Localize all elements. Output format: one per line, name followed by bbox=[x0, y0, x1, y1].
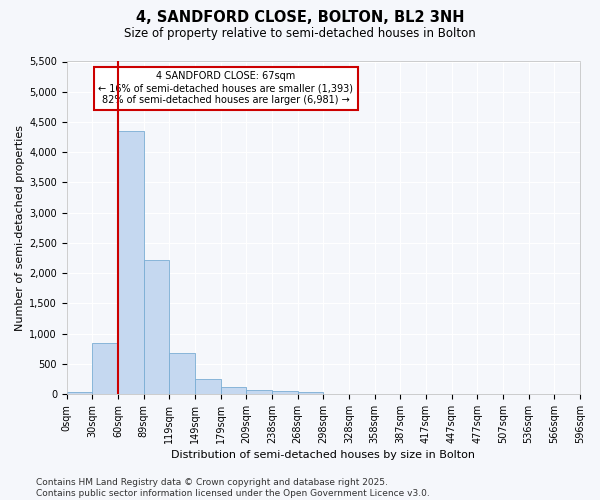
Bar bbox=[272, 390, 298, 394]
Bar bbox=[169, 353, 195, 394]
Text: Contains HM Land Registry data © Crown copyright and database right 2025.
Contai: Contains HM Land Registry data © Crown c… bbox=[36, 478, 430, 498]
Text: 4 SANDFORD CLOSE: 67sqm
← 16% of semi-detached houses are smaller (1,393)
82% of: 4 SANDFORD CLOSE: 67sqm ← 16% of semi-de… bbox=[98, 72, 353, 104]
Bar bbox=[92, 342, 118, 394]
Text: 4, SANDFORD CLOSE, BOLTON, BL2 3NH: 4, SANDFORD CLOSE, BOLTON, BL2 3NH bbox=[136, 10, 464, 25]
Bar bbox=[221, 386, 247, 394]
Bar bbox=[67, 392, 92, 394]
Y-axis label: Number of semi-detached properties: Number of semi-detached properties bbox=[15, 124, 25, 330]
Text: Size of property relative to semi-detached houses in Bolton: Size of property relative to semi-detach… bbox=[124, 28, 476, 40]
Bar bbox=[118, 131, 144, 394]
X-axis label: Distribution of semi-detached houses by size in Bolton: Distribution of semi-detached houses by … bbox=[172, 450, 475, 460]
Bar bbox=[195, 379, 221, 394]
Bar bbox=[144, 260, 169, 394]
Bar bbox=[247, 390, 272, 394]
Bar bbox=[298, 392, 323, 394]
